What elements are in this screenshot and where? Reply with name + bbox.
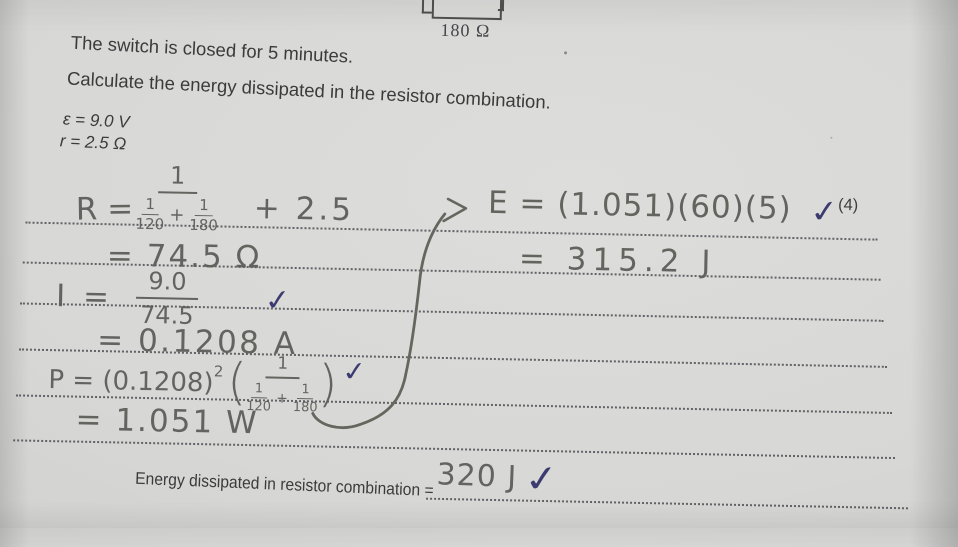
fraction-numerator: 1 — [265, 354, 301, 380]
fraction-numerator: 1 — [157, 161, 198, 194]
parallel-resistance-fraction: 1 1 120 + 1 180 — [135, 161, 219, 234]
squared-exponent: 2 — [213, 361, 224, 381]
power-lhs: P = (0.1208) — [48, 365, 214, 399]
one-over-180-fraction: 1 180 — [189, 196, 219, 235]
plus-sign: + — [276, 390, 289, 407]
internal-resistance-given-value: r = 2.5 Ω — [59, 131, 127, 154]
final-answer-dotted-line — [426, 497, 909, 510]
current-fraction: 9.0 74.5 — [135, 267, 199, 330]
resistor-symbol — [431, 0, 503, 21]
flow-arrow — [311, 197, 468, 429]
arrowhead-icon — [442, 197, 468, 223]
checkmark-icon: ✓ — [808, 192, 842, 232]
open-parenthesis: ( — [226, 352, 248, 411]
question-line-1: The switch is closed for 5 minutes. — [70, 31, 354, 67]
resistor-value-label: 180 Ω — [440, 19, 491, 41]
circuit-wire-stub-left — [421, 11, 432, 14]
current-equation-line: I = 9.0 74.5 — [55, 267, 296, 332]
final-answer-label: Energy dissipated in resistor combinatio… — [134, 468, 434, 501]
question-block: The switch is closed for 5 minutes. Calc… — [59, 31, 622, 154]
plus-sign: + — [169, 203, 185, 226]
energy-equation-line: E = (1.051)(60)(5) ✓ — [487, 184, 842, 232]
circuit-wire-stub-right — [497, 8, 504, 12]
paper-speck — [830, 136, 833, 139]
fraction-denominator: 1 120 + 1 180 — [135, 193, 218, 234]
final-answer-value: 320 J — [435, 457, 518, 496]
energy-result: = 315.2 J — [518, 240, 717, 281]
energy-expression: E = (1.051)(60)(5) — [487, 184, 793, 227]
marks-available: (4) — [837, 195, 859, 215]
emf-given-value: ε = 9.0 V — [62, 109, 130, 132]
checkmark-icon: ✓ — [262, 282, 294, 319]
resistance-lhs: R = — [75, 190, 134, 228]
fraction-numerator: 9.0 — [136, 267, 199, 301]
question-line-2: Calculate the energy dissipated in the r… — [66, 67, 552, 113]
one-over-120-fraction: 1 120 — [135, 194, 165, 234]
checkmark-icon: ✓ — [521, 457, 562, 502]
power-result: = 1.051 W — [75, 401, 260, 442]
current-lhs: I = — [55, 278, 114, 316]
paper-speck — [564, 51, 568, 55]
